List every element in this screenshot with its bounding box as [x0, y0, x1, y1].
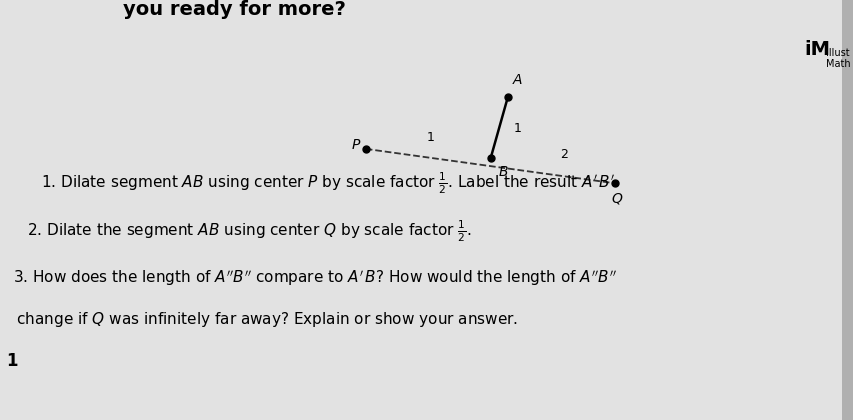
Text: change if $Q$ was infinitely far away? Explain or show your answer.: change if $Q$ was infinitely far away? E… — [2, 310, 517, 329]
Text: B: B — [498, 165, 508, 178]
Text: 3. How does the length of $A''B''$ compare to $A'\,B$? How would the length of $: 3. How does the length of $A''B''$ compa… — [14, 268, 617, 288]
Text: 1. Dilate segment $AB$ using center $P$ by scale factor $\frac{1}{2}$. Label the: 1. Dilate segment $AB$ using center $P$ … — [41, 171, 618, 196]
Text: 1: 1 — [426, 131, 434, 144]
Text: 1: 1 — [6, 352, 18, 370]
Text: A: A — [512, 74, 521, 87]
Text: 2: 2 — [560, 148, 567, 161]
Text: Q: Q — [611, 192, 622, 206]
Text: P: P — [351, 138, 360, 152]
Point — [342, 150, 356, 157]
Text: 2. Dilate the segment $AB$ using center $Q$ by scale factor $\frac{1}{2}$.: 2. Dilate the segment $AB$ using center … — [27, 218, 472, 244]
Text: you ready for more?: you ready for more? — [123, 0, 345, 19]
Point — [599, 167, 612, 173]
Point — [468, 89, 482, 96]
Text: iM: iM — [804, 39, 829, 59]
Point — [468, 150, 482, 157]
Text: 1: 1 — [513, 122, 520, 135]
Text: Illust
Math: Illust Math — [825, 47, 850, 69]
